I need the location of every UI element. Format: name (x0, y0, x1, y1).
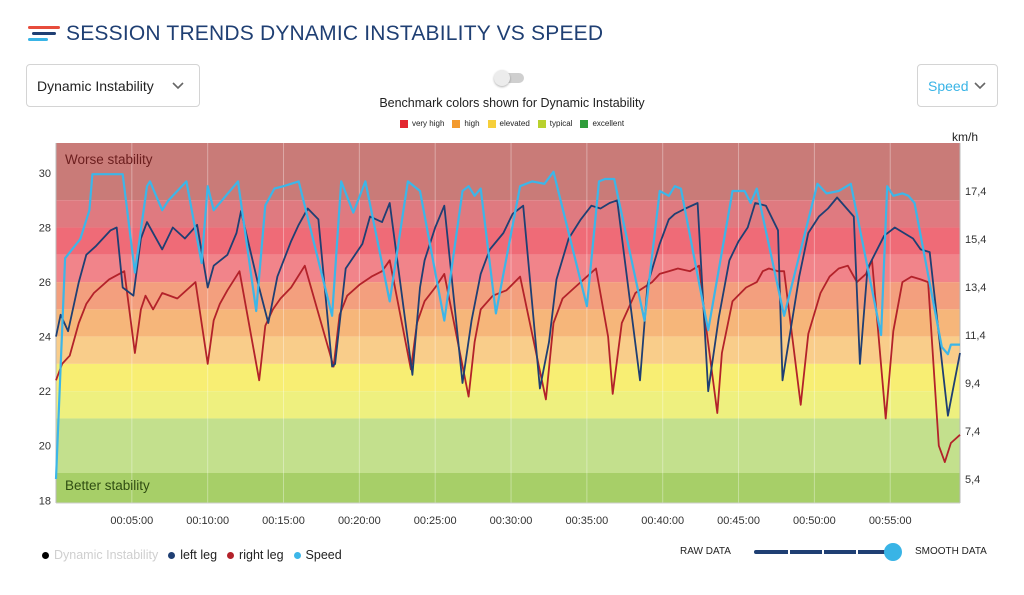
smooth-data-label: SMOOTH DATA (915, 546, 987, 557)
page-title: SESSION TRENDS DYNAMIC INSTABILITY VS SP… (66, 22, 604, 45)
left-tick-label: 28 (39, 223, 51, 235)
session-chart[interactable]: 00:05:00 00:10:00 00:15:00 00:20:00 00:25:00… (0, 0, 1024, 540)
benchmark-label: typical (549, 119, 573, 128)
benchmark-label: excellent (592, 119, 625, 128)
x-tick-label: 00:40:00 (641, 515, 684, 527)
x-tick-label: 00:25:00 (414, 515, 457, 527)
legend-dot (227, 551, 235, 559)
toggle-knob (494, 70, 510, 86)
metric-select-value: Dynamic Instability (37, 77, 154, 94)
x-tick-label: 00:30:00 (490, 515, 533, 527)
benchmark-legend-item: excellent (580, 119, 624, 128)
benchmark-legend-item: high (452, 119, 480, 128)
legend-item[interactable]: Dynamic Instability (42, 548, 158, 562)
benchmark-swatch (487, 119, 496, 128)
legend-item[interactable]: right leg (227, 548, 284, 562)
slider-tick (856, 550, 858, 554)
right-tick-label: 17,4 (965, 186, 986, 198)
slider-thumb[interactable] (884, 543, 902, 561)
benchmark-legend: very high high elevated typical excellent (0, 119, 1024, 128)
legend-dot (42, 551, 49, 559)
left-tick-label: 26 (39, 277, 51, 289)
right-tick-label: 9,4 (965, 378, 980, 390)
metric-select[interactable]: Dynamic Instability (26, 64, 200, 107)
toggle-track (498, 73, 524, 83)
benchmark-swatch (580, 119, 589, 128)
chevron-down-icon (974, 82, 986, 90)
series-line-left-leg (55, 196, 961, 417)
smoothing-slider[interactable] (754, 543, 904, 561)
secondary-select[interactable]: Speed (917, 64, 998, 107)
benchmark-band (56, 391, 960, 419)
series-line-right-leg (55, 259, 961, 464)
right-tick-label: 13,4 (965, 282, 986, 294)
chevron-down-icon (172, 82, 184, 90)
benchmark-label: high (464, 119, 480, 128)
x-tick-label: 00:35:00 (565, 515, 608, 527)
benchmark-band (56, 309, 960, 337)
worse-stability-label: Worse stability (65, 152, 153, 167)
benchmark-swatch (537, 119, 546, 128)
benchmark-band (56, 363, 960, 392)
legend-dot (293, 551, 301, 559)
benchmark-label: very high (411, 119, 445, 128)
left-tick-label: 22 (39, 386, 51, 398)
x-tick-label: 00:10:00 (186, 515, 229, 527)
benchmark-legend-item: very high (399, 119, 445, 128)
x-tick-label: 00:50:00 (793, 515, 836, 527)
slider-rail (754, 550, 894, 554)
right-tick-label: 11,4 (965, 330, 986, 342)
logo-icon (28, 23, 62, 45)
x-tick-label: 00:05:00 (110, 515, 153, 527)
left-tick-label: 30 (39, 168, 51, 180)
x-tick-label: 00:15:00 (262, 515, 305, 527)
x-tick-label: 00:20:00 (338, 515, 381, 527)
better-stability-label: Better stability (65, 478, 150, 493)
legend-label: Dynamic Instability (54, 548, 159, 562)
left-tick-label: 20 (39, 441, 51, 453)
legend-dot (168, 551, 176, 559)
benchmark-caption: Benchmark colors shown for Dynamic Insta… (379, 96, 645, 110)
benchmark-toggle[interactable] (494, 70, 526, 86)
legend-label: Speed (305, 548, 342, 562)
legend-label: left leg (180, 548, 218, 562)
benchmark-band (56, 473, 960, 503)
slider-tick (788, 550, 790, 554)
x-tick-label: 00:55:00 (869, 515, 912, 527)
slider-tick (822, 550, 824, 554)
benchmark-band (56, 336, 960, 364)
raw-data-label: RAW DATA (680, 546, 731, 557)
benchmark-label: elevated (499, 119, 530, 128)
benchmark-legend-item: typical (537, 119, 573, 128)
secondary-select-value: Speed (928, 77, 969, 94)
series-line-speed (54, 170, 960, 480)
benchmark-swatch (452, 119, 461, 128)
right-tick-label: 7,4 (965, 426, 980, 438)
x-tick-label: 00:45:00 (717, 515, 760, 527)
legend-item[interactable]: left leg (168, 548, 217, 562)
benchmark-swatch (399, 119, 408, 128)
header: SESSION TRENDS DYNAMIC INSTABILITY VS SP… (28, 22, 603, 46)
right-tick-label: 15,4 (965, 234, 986, 246)
benchmark-legend-item: elevated (487, 119, 530, 128)
legend-item[interactable]: Speed (293, 548, 342, 562)
benchmark-band (56, 254, 960, 283)
left-tick-label: 18 (39, 495, 51, 507)
benchmark-band (56, 418, 960, 473)
legend-label: right leg (239, 548, 284, 562)
series-legend: Dynamic Instability left leg right leg Spee… (42, 548, 342, 562)
left-tick-label: 24 (39, 332, 51, 344)
right-tick-label: 5,4 (965, 474, 980, 486)
right-axis-unit: km/h (952, 130, 979, 144)
